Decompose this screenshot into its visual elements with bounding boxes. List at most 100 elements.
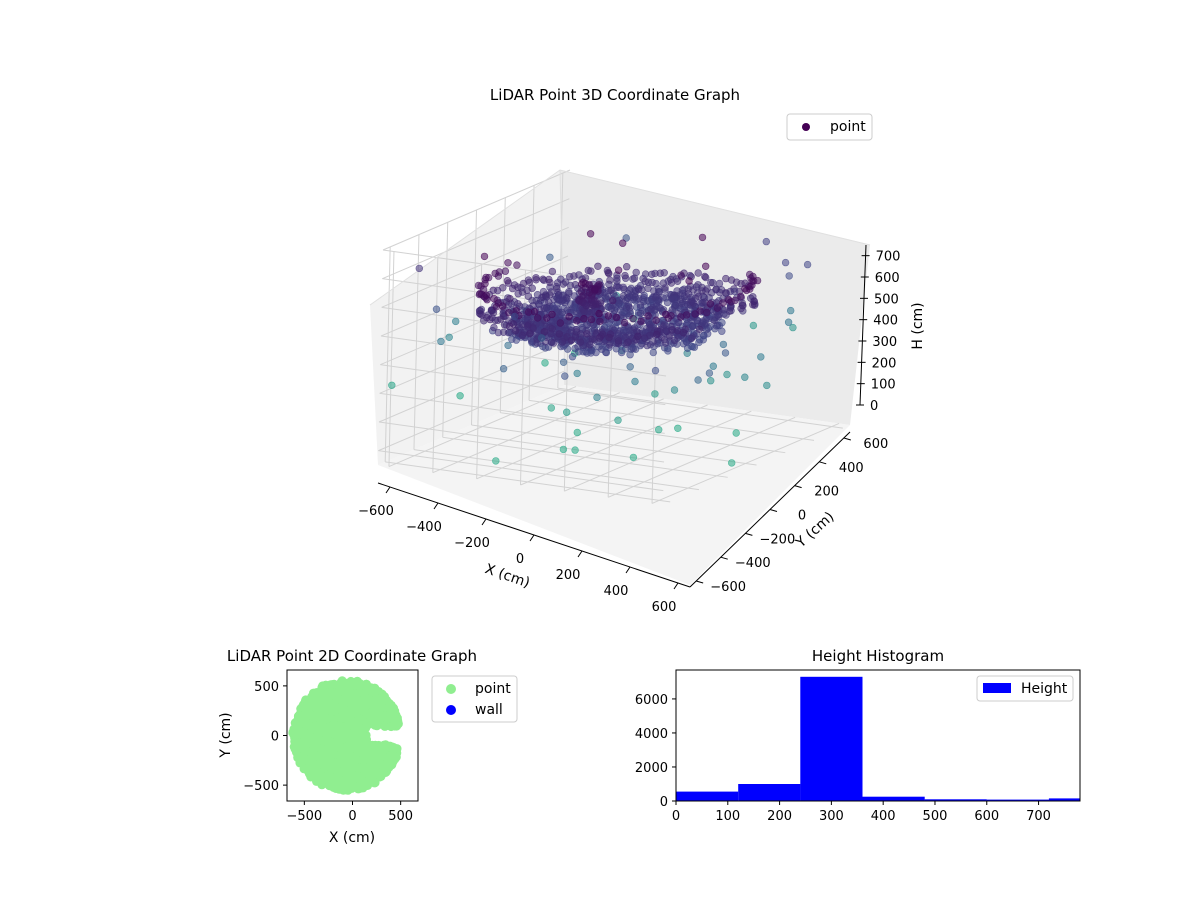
point-3d bbox=[538, 293, 546, 301]
point-3d bbox=[622, 234, 630, 242]
gridline-floor-y bbox=[557, 387, 843, 429]
point-3d bbox=[573, 369, 581, 378]
tick-label-x-hist: 400 bbox=[871, 809, 896, 824]
gridline-left-z bbox=[378, 370, 566, 452]
point-3d bbox=[694, 376, 702, 384]
gridline-wall-x bbox=[388, 251, 395, 467]
point-3d bbox=[667, 279, 676, 287]
point-3d bbox=[503, 277, 512, 285]
y-axis-label-2d: Y (cm) bbox=[218, 712, 234, 758]
point-3d bbox=[505, 309, 513, 317]
point-2d bbox=[375, 746, 385, 756]
point-3d bbox=[617, 348, 626, 357]
point-3d bbox=[670, 336, 679, 345]
point-3d bbox=[636, 301, 645, 309]
point-2d bbox=[348, 732, 358, 742]
tick-label-y-hist: 6000 bbox=[635, 693, 668, 708]
point-3d bbox=[586, 230, 595, 238]
point-2d bbox=[333, 771, 342, 780]
point-3d bbox=[595, 309, 603, 318]
point-3d bbox=[684, 290, 693, 298]
point-3d bbox=[656, 269, 664, 277]
gridline-wall-y bbox=[471, 209, 477, 426]
point-3d bbox=[545, 275, 553, 284]
point-3d bbox=[489, 309, 498, 317]
point-2d bbox=[323, 756, 333, 766]
point-3d bbox=[636, 309, 645, 317]
point-3d bbox=[621, 271, 629, 280]
point-2d bbox=[298, 702, 307, 712]
point-3d bbox=[695, 338, 703, 347]
legend-hist-swatch bbox=[983, 683, 1011, 693]
point-2d bbox=[329, 749, 339, 759]
tick-x-3d bbox=[673, 582, 679, 590]
z-axis-line bbox=[859, 244, 867, 406]
point-3d bbox=[587, 315, 596, 324]
point-3d bbox=[622, 263, 631, 271]
point-2d bbox=[300, 746, 310, 756]
gridline-left-z bbox=[381, 226, 569, 308]
point-3d bbox=[561, 372, 569, 380]
point-3d bbox=[614, 416, 622, 424]
point-3d bbox=[594, 262, 602, 270]
tick-label-z-3d: 300 bbox=[872, 335, 897, 350]
point-3d bbox=[749, 301, 757, 309]
point-3d bbox=[608, 296, 617, 305]
point-3d bbox=[713, 304, 721, 312]
tick-x-3d bbox=[577, 550, 583, 558]
tick-label-x-hist: 100 bbox=[715, 809, 740, 824]
gridline-floor-y bbox=[471, 424, 757, 466]
point-3d bbox=[501, 267, 510, 275]
scatter2d-panel: LiDAR Point 2D Coordinate Graph −500 0 500… bbox=[218, 647, 518, 846]
tick-label-z-3d: 0 bbox=[870, 399, 878, 414]
histogram-panel: Height Histogram 0 100 200 300 400 500 600 7000… bbox=[635, 647, 1081, 824]
point-3d bbox=[587, 349, 595, 357]
point-3d bbox=[606, 276, 614, 284]
point-3d bbox=[719, 299, 727, 307]
point-3d bbox=[709, 362, 717, 370]
point-2d bbox=[336, 712, 346, 722]
point-2d bbox=[345, 765, 355, 775]
point-2d bbox=[334, 722, 344, 732]
point-3d bbox=[673, 277, 682, 285]
tick-label-y-3d: −200 bbox=[760, 532, 796, 547]
point-3d bbox=[576, 338, 585, 346]
tick-y-3d bbox=[819, 461, 827, 465]
point-3d bbox=[803, 260, 812, 269]
point-2d bbox=[353, 678, 363, 688]
tick-label-y-hist: 2000 bbox=[635, 761, 668, 776]
point-2d bbox=[392, 719, 402, 729]
point-3d bbox=[648, 278, 656, 287]
point-3d bbox=[741, 373, 749, 381]
point-2d bbox=[385, 752, 395, 762]
point-3d bbox=[786, 306, 795, 315]
point-3d bbox=[605, 333, 613, 342]
tick-label-z-3d: 100 bbox=[871, 378, 896, 393]
legend-hist-label: Height bbox=[1021, 681, 1068, 697]
tick-label-x-3d: −200 bbox=[454, 536, 490, 551]
point-3d bbox=[553, 284, 561, 293]
point-3d bbox=[596, 317, 604, 326]
point-3d bbox=[573, 428, 581, 437]
x-axis-label-3d: X (cm) bbox=[483, 561, 532, 591]
point-3d bbox=[629, 453, 638, 462]
tick-x-3d bbox=[481, 518, 487, 526]
point-3d bbox=[512, 336, 520, 344]
point-3d bbox=[547, 329, 555, 338]
point-3d bbox=[785, 272, 793, 280]
point-3d bbox=[640, 334, 649, 342]
tick-label-x-3d: 400 bbox=[604, 584, 629, 599]
point-3d bbox=[614, 337, 623, 345]
point-3d bbox=[670, 386, 679, 394]
scatter2d-plot bbox=[287, 670, 418, 801]
tick-label-y-2d: 500 bbox=[254, 680, 279, 695]
point-3d bbox=[619, 283, 627, 292]
points-2d bbox=[288, 676, 403, 795]
point-3d bbox=[530, 308, 539, 316]
gridline-left-z bbox=[382, 198, 570, 280]
gridline-left-z bbox=[378, 341, 567, 423]
gridline-back-z bbox=[378, 421, 665, 463]
point-3d bbox=[737, 292, 745, 301]
point-3d bbox=[651, 390, 659, 398]
point-3d bbox=[499, 365, 508, 373]
